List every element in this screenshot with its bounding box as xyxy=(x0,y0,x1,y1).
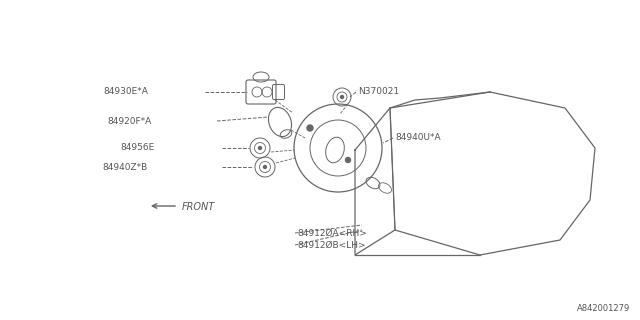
Circle shape xyxy=(340,95,344,99)
Text: N370021: N370021 xyxy=(358,86,399,95)
Text: A842001279: A842001279 xyxy=(577,304,630,313)
Text: FRONT: FRONT xyxy=(182,202,215,212)
Text: 84940Z*B: 84940Z*B xyxy=(103,163,148,172)
Text: 84940U*A: 84940U*A xyxy=(395,132,440,141)
Circle shape xyxy=(346,157,351,163)
Text: 84912ØB<LH>: 84912ØB<LH> xyxy=(297,241,365,250)
Circle shape xyxy=(259,147,262,149)
Text: 84920F*A: 84920F*A xyxy=(108,116,152,125)
Circle shape xyxy=(307,125,313,131)
Text: 84956E: 84956E xyxy=(121,143,155,153)
Text: 84912ØA<RH>: 84912ØA<RH> xyxy=(297,228,367,237)
Circle shape xyxy=(264,165,266,169)
Text: 84930E*A: 84930E*A xyxy=(103,87,148,97)
